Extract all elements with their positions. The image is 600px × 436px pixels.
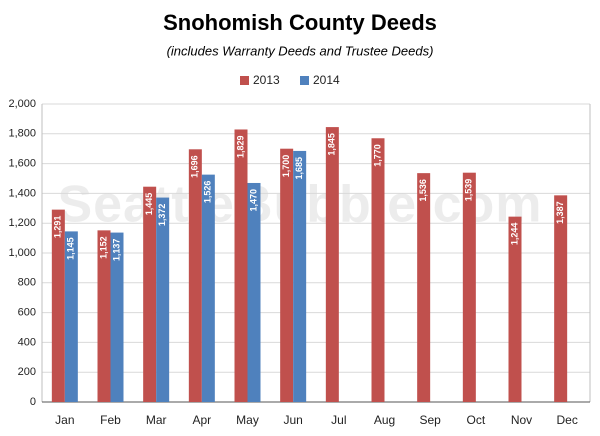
value-label: 1,470 <box>248 189 258 212</box>
bar <box>462 172 476 402</box>
y-tick-label: 800 <box>18 277 36 289</box>
bar <box>247 182 261 402</box>
bar <box>110 232 124 402</box>
value-label: 1,291 <box>53 216 63 239</box>
chart-title: Snohomish County Deeds <box>163 10 437 35</box>
x-tick-label: Jul <box>331 413 346 427</box>
bar <box>417 173 431 402</box>
x-tick-label: Apr <box>192 413 211 427</box>
legend-label: 2013 <box>253 73 280 87</box>
value-label: 1,445 <box>144 193 154 216</box>
bar <box>508 216 522 402</box>
bar <box>51 209 65 402</box>
x-tick-label: Jan <box>55 413 74 427</box>
bar <box>371 138 385 402</box>
x-tick-label: Feb <box>100 413 121 427</box>
value-label: 1,526 <box>203 181 213 204</box>
value-label: 1,536 <box>418 179 428 202</box>
x-tick-label: Mar <box>146 413 167 427</box>
chart-subtitle: (includes Warranty Deeds and Trustee Dee… <box>167 43 434 58</box>
y-tick-label: 1,800 <box>8 128 36 140</box>
legend-swatch <box>240 76 249 85</box>
value-label: 1,845 <box>327 133 337 156</box>
bar <box>156 197 170 402</box>
value-label: 1,700 <box>281 155 291 178</box>
x-tick-label: Oct <box>466 413 485 427</box>
bar <box>97 230 111 402</box>
value-label: 1,145 <box>66 237 76 260</box>
bar <box>293 150 307 402</box>
y-tick-label: 400 <box>18 336 36 348</box>
bar <box>143 186 157 402</box>
bar <box>554 195 568 402</box>
value-label: 1,685 <box>294 157 304 180</box>
value-label: 1,372 <box>157 204 167 227</box>
y-tick-label: 1,000 <box>8 247 36 259</box>
value-label: 1,770 <box>372 144 382 167</box>
x-tick-label: Jun <box>283 413 302 427</box>
x-tick-label: Nov <box>511 413 532 427</box>
y-tick-label: 600 <box>18 307 36 319</box>
y-tick-label: 200 <box>18 366 36 378</box>
y-tick-label: 1,400 <box>8 187 36 199</box>
x-tick-label: May <box>236 413 259 427</box>
value-label: 1,539 <box>464 179 474 202</box>
value-label: 1,137 <box>111 239 121 262</box>
y-tick-label: 0 <box>30 396 36 408</box>
value-label: 1,829 <box>235 135 245 158</box>
y-tick-label: 2,000 <box>8 98 36 110</box>
y-tick-label: 1,600 <box>8 158 36 170</box>
value-label: 1,152 <box>98 236 108 259</box>
bar <box>188 149 202 402</box>
value-label: 1,387 <box>555 201 565 224</box>
x-tick-label: Sep <box>419 413 441 427</box>
x-tick-label: Dec <box>556 413 577 427</box>
bar <box>64 231 78 402</box>
value-label: 1,244 <box>509 223 519 246</box>
bar <box>201 174 215 402</box>
y-tick-label: 1,200 <box>8 217 36 229</box>
legend-label: 2014 <box>313 73 340 87</box>
legend-swatch <box>300 76 309 85</box>
bar <box>325 127 339 402</box>
value-label: 1,696 <box>190 155 200 178</box>
bar <box>280 148 294 402</box>
bar <box>234 129 248 402</box>
x-tick-label: Aug <box>374 413 395 427</box>
